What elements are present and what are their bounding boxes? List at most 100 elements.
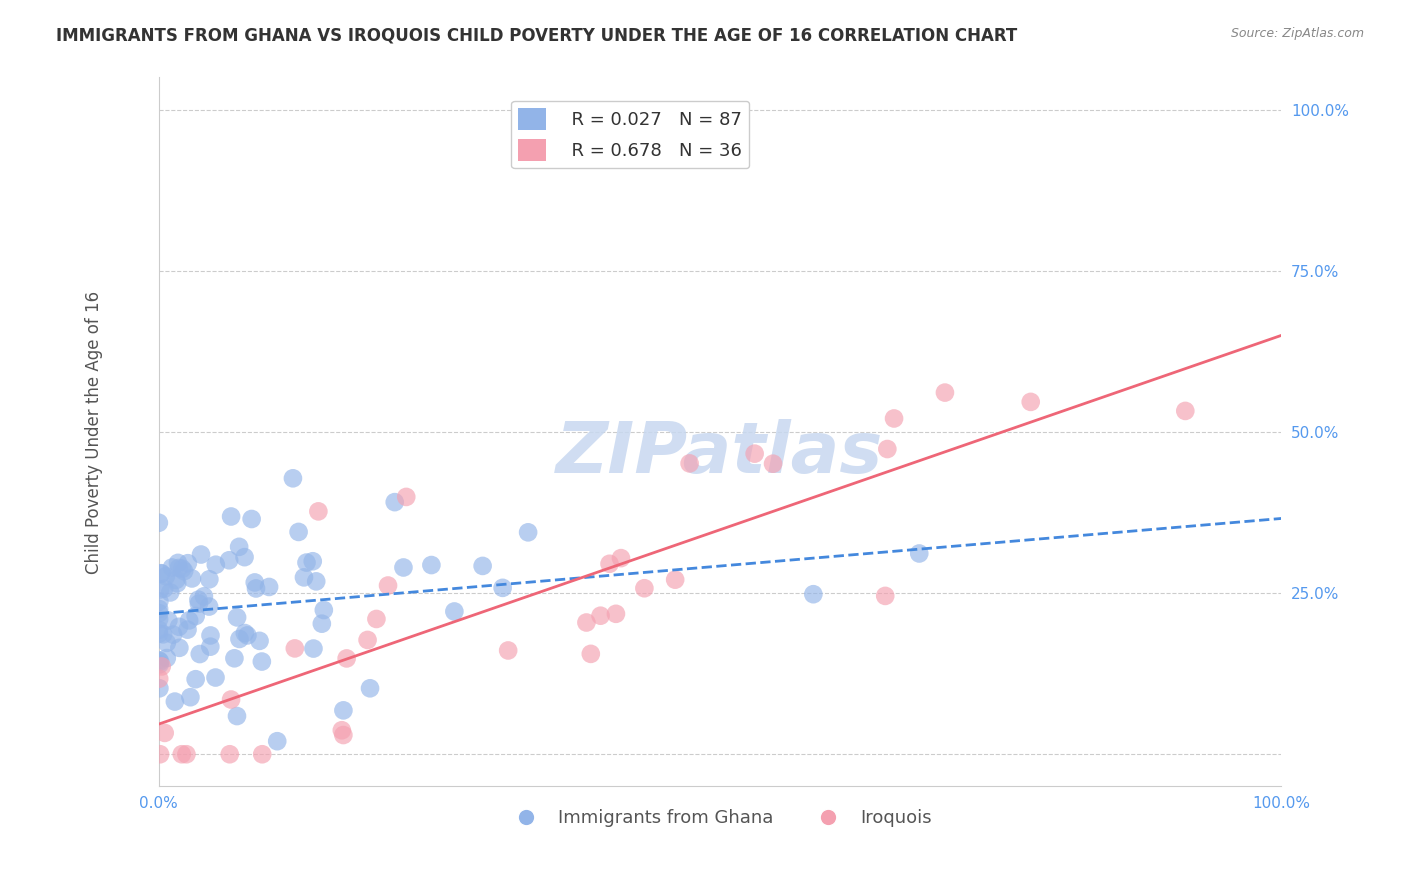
Point [332,728,354,742]
Point [233,626,256,640]
Y-axis label: Child Poverty Under the Age of 16: Child Poverty Under the Age of 16 [86,291,103,574]
Point [149,747,172,762]
Point [744,447,766,461]
Point [177,556,200,570]
Point [284,641,307,656]
Point [250,655,273,669]
Point [204,671,226,685]
Point [224,651,246,665]
Point [281,471,304,485]
Point [305,574,328,589]
Point [188,647,211,661]
Point [149,655,172,669]
Point [157,614,180,628]
Point [153,726,176,740]
Point [155,569,177,583]
Legend: Immigrants from Ghana, Iroquois: Immigrants from Ghana, Iroquois [501,802,939,834]
Point [883,411,905,425]
Point [471,558,494,573]
Point [420,558,443,572]
Point [148,623,170,637]
Point [307,504,329,518]
Point [156,636,179,650]
Point [166,576,188,591]
Point [517,525,540,540]
Point [218,553,240,567]
Point [257,580,280,594]
Point [366,612,388,626]
Point [160,560,183,574]
Point [176,623,198,637]
Point [377,578,399,592]
Point [1174,404,1197,418]
Point [599,557,621,571]
Point [311,616,333,631]
Point [153,582,176,596]
Text: Source: ZipAtlas.com: Source: ZipAtlas.com [1230,27,1364,40]
Point [302,641,325,656]
Point [150,566,173,581]
Point [605,607,627,621]
Point [392,560,415,574]
Point [934,385,956,400]
Point [181,571,204,585]
Point [301,554,323,568]
Point [801,587,824,601]
Point [633,581,655,595]
Point [589,608,612,623]
Point [496,643,519,657]
Point [167,620,190,634]
Point [163,695,186,709]
Point [356,632,378,647]
Point [200,640,222,654]
Point [610,551,633,566]
Point [150,659,173,673]
Point [678,457,700,471]
Point [292,570,315,584]
Point [190,548,212,562]
Point [579,647,602,661]
Point [908,546,931,560]
Point [491,581,513,595]
Point [170,747,193,762]
Point [148,672,170,686]
Point [762,457,785,471]
Point [176,747,198,762]
Point [332,703,354,717]
Point [152,627,174,641]
Point [1019,395,1042,409]
Point [167,561,190,575]
Point [295,556,318,570]
Point [233,550,256,565]
Point [187,597,209,611]
Point [159,585,181,599]
Point [179,614,201,628]
Point [875,589,897,603]
Point [198,599,221,614]
Point [664,573,686,587]
Point [179,690,201,705]
Point [218,747,240,762]
Point [172,562,194,576]
Text: IMMIGRANTS FROM GHANA VS IROQUOIS CHILD POVERTY UNDER THE AGE OF 16 CORRELATION : IMMIGRANTS FROM GHANA VS IROQUOIS CHILD … [56,27,1018,45]
Point [226,610,249,624]
Point [149,582,172,597]
Point [228,632,250,646]
Point [193,590,215,604]
Point [200,628,222,642]
Point [876,442,898,456]
Point [266,734,288,748]
Point [312,603,335,617]
Point [184,672,207,686]
Text: ZIPatlas: ZIPatlas [557,418,883,488]
Point [236,628,259,642]
Point [150,566,173,581]
Point [148,653,170,667]
Point [384,495,406,509]
Point [148,602,170,616]
Point [359,681,381,696]
Point [162,627,184,641]
Point [204,558,226,572]
Point [219,692,242,706]
Point [167,556,190,570]
